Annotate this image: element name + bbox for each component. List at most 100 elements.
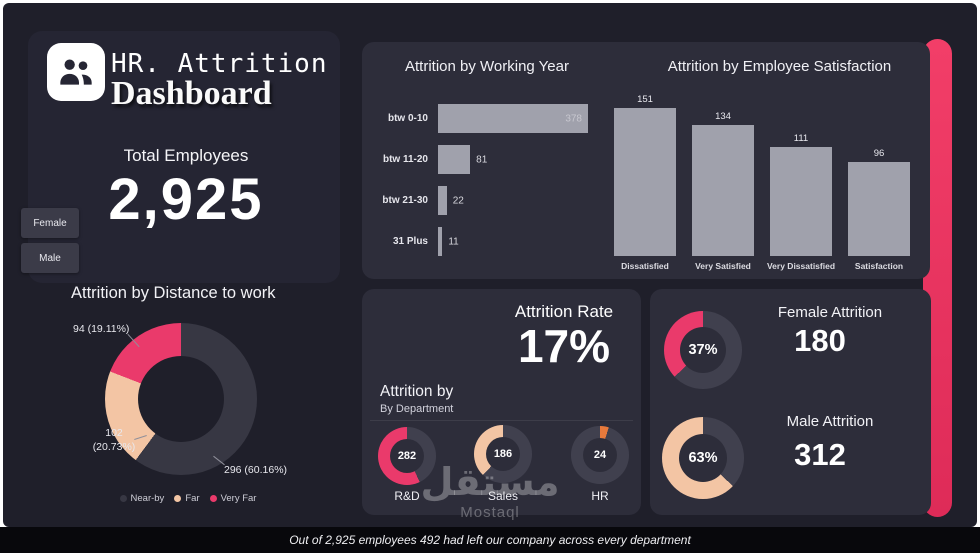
department-subtitle: By Department [380, 403, 454, 415]
bar-row: btw 21-30 22 [376, 186, 621, 215]
category-label: Dissatisfied [621, 261, 669, 271]
female-donut-chart[interactable]: 37% [664, 311, 742, 389]
category-label: 31 Plus [392, 236, 428, 247]
bar-column: 151 [614, 94, 676, 256]
male-donut-chart[interactable]: 63% [662, 417, 744, 499]
satisfaction-categories: Dissatisfied Very Satisfied Very Dissatisf… [614, 261, 920, 271]
rd-value: 282 [397, 450, 417, 462]
bar[interactable] [438, 186, 447, 215]
donut-hole: 24 [583, 438, 617, 472]
legend-dot-icon [174, 495, 182, 502]
footer-note: Out of 2,925 employees 492 had left our … [289, 533, 691, 547]
distance-legend: Near-by Far Very Far [98, 493, 278, 504]
attrition-rate-title: Attrition Rate [514, 302, 614, 321]
legend-label: Very Far [220, 493, 257, 504]
category-label: Very Satisfied [695, 261, 751, 271]
dashboard-board: HR. Attrition Dashboard Total Employees … [3, 3, 977, 527]
donut-hole: 186 [486, 437, 520, 471]
working-year-rows: btw 0-10 378 btw 11-20 81 btw 21-30 22 31 Plus… [376, 104, 621, 268]
value-label: 11 [448, 236, 459, 247]
legend-label: Near-by [130, 493, 165, 504]
legend-item[interactable]: Very Far [209, 493, 257, 504]
bar-track: 378 [438, 104, 621, 133]
people-icon [60, 59, 92, 85]
female-attrition-title: Female Attrition [777, 304, 883, 321]
donut-hole: 37% [680, 327, 726, 373]
bar-row: 31 Plus 11 [376, 227, 621, 256]
donut-hole [138, 356, 224, 442]
bar[interactable] [438, 145, 471, 174]
attrition-rate-value: 17% [517, 320, 611, 372]
value-label: 22 [452, 195, 464, 206]
satisfaction-title: Attrition by Employee Satisfaction [667, 58, 892, 75]
department-title: Attrition by [380, 383, 454, 400]
bar-row: btw 0-10 378 [376, 104, 621, 133]
category-label: btw 0-10 [387, 113, 428, 124]
category-label: Satisfaction [854, 261, 904, 271]
donut-hole: 63% [679, 434, 727, 482]
legend-item[interactable]: Far [174, 493, 200, 504]
rd-donut-chart[interactable]: 282 [378, 427, 436, 485]
satisfaction-bars: 151 134 111 96 [614, 84, 920, 256]
working-year-title: Attrition by Working Year [405, 58, 569, 75]
callout-near-by: 296 (60.16%) [224, 464, 288, 476]
bar-column: 111 [770, 133, 832, 256]
footer-bar: Out of 2,925 employees 492 had left our … [0, 527, 980, 553]
bar-track: 81 [438, 145, 621, 174]
legend-item[interactable]: Near-by [119, 493, 165, 504]
bar-row: btw 11-20 81 [376, 145, 621, 174]
bar[interactable] [770, 147, 832, 256]
rd-label: R&D [394, 489, 420, 503]
distance-chart-title: Attrition by Distance to work [71, 284, 276, 302]
donut-hole: 282 [390, 439, 424, 473]
callout-far: 102 (20.73%) [92, 427, 136, 453]
category-label: btw 11-20 [382, 154, 428, 165]
bar-column: 134 [692, 111, 754, 256]
callout-very-far: 94 (19.11%) [73, 323, 130, 335]
female-filter-button[interactable]: Female [21, 208, 79, 238]
satisfaction-chart: 151 134 111 96 Dissatisfied Very Satisfied Ve… [614, 84, 920, 271]
female-pct: 37% [688, 342, 718, 358]
dashboard-title-line1: HR. Attrition [111, 49, 328, 79]
total-employees-label: Total Employees [123, 146, 249, 165]
total-employees-value: 2,925 [108, 167, 264, 232]
bar[interactable]: 378 [438, 104, 588, 133]
distance-donut-chart[interactable] [105, 323, 257, 475]
legend-dot-icon [209, 495, 217, 502]
male-pct: 63% [688, 450, 718, 466]
dashboard-title-line2: Dashboard [111, 75, 272, 112]
sales-label: Sales [487, 489, 519, 503]
hr-value: 24 [593, 449, 607, 461]
hr-donut-chart[interactable]: 24 [571, 426, 629, 484]
category-label: Very Dissatisfied [766, 261, 836, 271]
sales-value: 186 [493, 448, 513, 460]
bar[interactable] [438, 227, 443, 256]
value-label: 151 [637, 94, 653, 105]
sales-donut-chart[interactable]: 186 [474, 425, 532, 483]
attrition-rate-panel: Attrition Rate 17% Attrition by By Depar… [362, 289, 641, 515]
legend-label: Far [185, 493, 200, 504]
bar-column: 96 [848, 148, 910, 256]
hr-label: HR [591, 489, 609, 503]
bar[interactable] [614, 108, 676, 256]
bar-charts-panel: Attrition by Working Year btw 0-10 378 btw… [362, 42, 930, 279]
bar-track: 11 [438, 227, 621, 256]
value-label: 134 [715, 110, 731, 122]
category-label: btw 21-30 [382, 195, 428, 206]
female-attrition-value: 180 [794, 323, 846, 358]
bar[interactable] [848, 161, 910, 256]
gender-attrition-panel: Female Attrition 37% 180 Male Attrition … [650, 289, 931, 515]
divider [370, 420, 633, 421]
bar[interactable] [692, 124, 754, 256]
value-label: 81 [476, 154, 488, 165]
value-label: 111 [793, 133, 809, 145]
male-attrition-value: 312 [794, 437, 846, 472]
male-attrition-title: Male Attrition [786, 413, 874, 430]
bar-track: 22 [438, 186, 621, 215]
value-label: 378 [565, 113, 582, 124]
legend-dot-icon [119, 495, 127, 502]
value-label: 96 [873, 147, 885, 159]
logo [47, 43, 105, 101]
male-filter-button[interactable]: Male [21, 243, 79, 273]
